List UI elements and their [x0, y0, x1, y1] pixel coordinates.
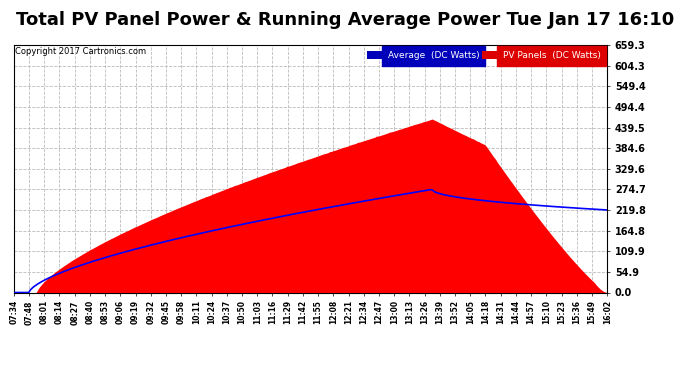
Text: Copyright 2017 Cartronics.com: Copyright 2017 Cartronics.com: [15, 48, 146, 57]
Text: Total PV Panel Power & Running Average Power Tue Jan 17 16:10: Total PV Panel Power & Running Average P…: [16, 11, 674, 29]
Legend: Average  (DC Watts), PV Panels  (DC Watts): Average (DC Watts), PV Panels (DC Watts): [365, 50, 602, 62]
